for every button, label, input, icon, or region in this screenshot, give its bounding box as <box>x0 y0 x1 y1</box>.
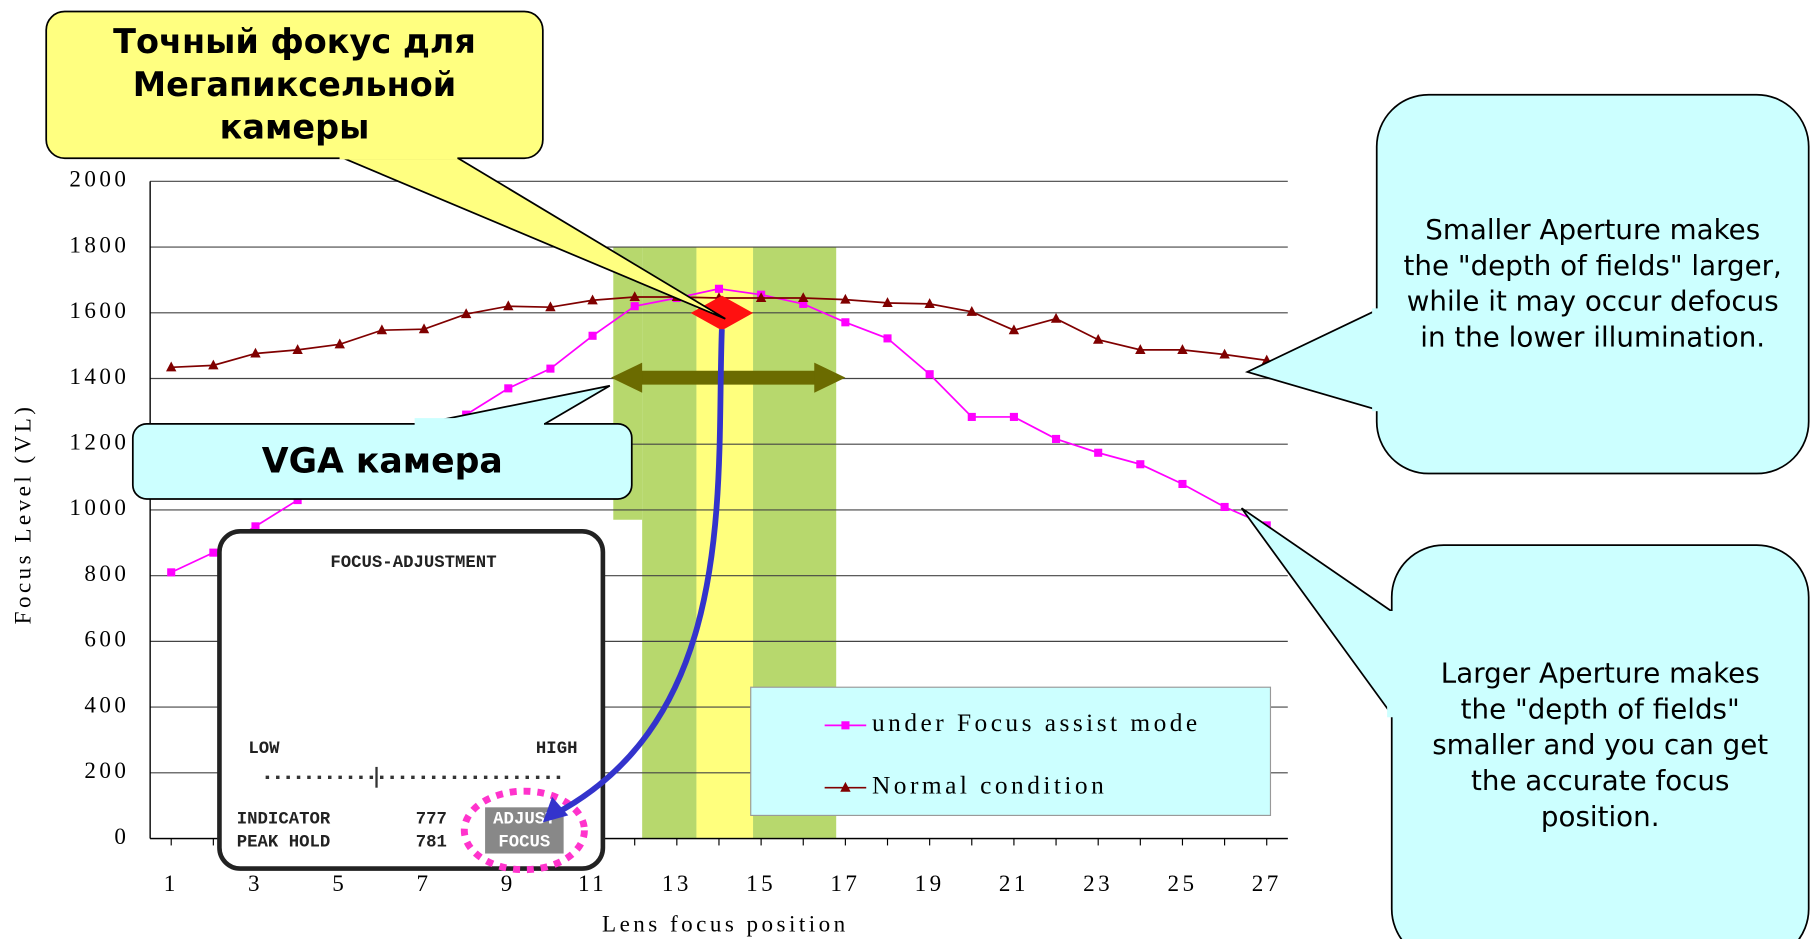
callout-text-box: Larger Aperture makes the "depth of fiel… <box>1421 577 1780 912</box>
inset-low: LOW <box>248 740 280 759</box>
marker <box>1094 449 1102 457</box>
y-tick-label: 200 <box>84 757 129 783</box>
marker <box>968 413 976 421</box>
callout-text-box: Smaller Aperture makes the "depth of fie… <box>1400 95 1786 474</box>
inset-high: HIGH <box>536 740 578 759</box>
x-tick-label: 3 <box>248 870 263 896</box>
inset-row-value: 781 <box>416 834 447 853</box>
x-tick-label: 5 <box>332 870 347 896</box>
marker <box>1136 460 1144 468</box>
marker <box>631 302 639 310</box>
inset-row-label: PEAK HOLD <box>237 834 331 853</box>
focus-band <box>696 247 753 838</box>
y-tick-label: 800 <box>84 560 129 586</box>
y-tick-label: 1600 <box>69 297 129 323</box>
callout-larger: Larger Aperture makes the "depth of fiel… <box>1242 508 1809 939</box>
legend-label: Normal condition <box>872 772 1107 800</box>
callout-megapixel: Точный фокус для Мегапиксельной камеры <box>46 12 725 319</box>
callout-text: VGA камера <box>133 424 632 499</box>
marker <box>1221 503 1229 511</box>
callout-text: Larger Aperture makes the "depth of fiel… <box>1421 577 1780 912</box>
callout-vga: VGA камера <box>133 386 632 499</box>
marker <box>926 370 934 378</box>
marker <box>209 549 217 557</box>
x-tick-label: 19 <box>915 870 945 896</box>
x-tick-label: 11 <box>578 870 607 896</box>
marker <box>503 300 513 310</box>
callout-tail <box>1242 508 1393 716</box>
y-tick-label: 1000 <box>69 494 129 520</box>
marker <box>1010 413 1018 421</box>
marker <box>504 384 512 392</box>
callout-joint <box>1387 611 1396 717</box>
marker <box>589 332 597 340</box>
page: Lens focus position Focus Level (VL) und… <box>0 0 1811 939</box>
legend-marker <box>841 721 849 729</box>
y-tick-label: 2000 <box>69 166 129 192</box>
x-tick-label: 23 <box>1083 870 1113 896</box>
inset-title: FOCUS-ADJUSTMENT <box>330 554 496 573</box>
inset-row-label: INDICATOR <box>237 810 331 829</box>
marker <box>883 334 891 342</box>
y-tick-label: 1400 <box>69 363 129 389</box>
x-tick-label: 1 <box>164 870 179 896</box>
x-tick-label: 25 <box>1167 870 1197 896</box>
legend-label: under Focus assist mode <box>872 709 1201 737</box>
callout-joint <box>1372 308 1381 411</box>
marker <box>715 285 723 293</box>
callout-text-box: VGA камера <box>133 424 632 499</box>
x-tick-label: 17 <box>830 870 860 896</box>
y-tick-label: 1200 <box>69 429 129 455</box>
marker <box>167 568 175 576</box>
inset-button-text: FOCUS <box>498 834 550 853</box>
x-tick-label: 27 <box>1252 870 1282 896</box>
depth-band <box>642 247 696 838</box>
y-tick-label: 400 <box>84 691 129 717</box>
callout-text-box: Точный фокус для Мегапиксельной камеры <box>58 12 532 159</box>
x-tick-label: 9 <box>501 870 516 896</box>
callout-text: Smaller Aperture makes the "depth of fie… <box>1400 95 1786 474</box>
marker <box>1052 435 1060 443</box>
x-tick-label: 15 <box>746 870 776 896</box>
x-tick-label: 13 <box>662 870 692 896</box>
marker <box>1051 313 1061 323</box>
x-axis-label: Lens focus position <box>602 911 849 937</box>
marker <box>546 365 554 373</box>
callout-smaller: Smaller Aperture makes the "depth of fie… <box>1247 95 1808 474</box>
y-tick-label: 600 <box>84 626 129 652</box>
x-tick-label: 21 <box>999 870 1029 896</box>
chart: Lens focus position Focus Level (VL) und… <box>0 0 1811 939</box>
inset-row-value: 777 <box>416 810 447 829</box>
callout-text: Точный фокус для Мегапиксельной камеры <box>58 12 532 159</box>
x-tick-label: 7 <box>417 870 432 896</box>
y-tick-label: 1800 <box>69 231 129 257</box>
marker <box>1178 480 1186 488</box>
y-tick-label: 0 <box>114 823 129 849</box>
y-axis-label: Focus Level (VL) <box>10 404 36 625</box>
marker <box>841 318 849 326</box>
